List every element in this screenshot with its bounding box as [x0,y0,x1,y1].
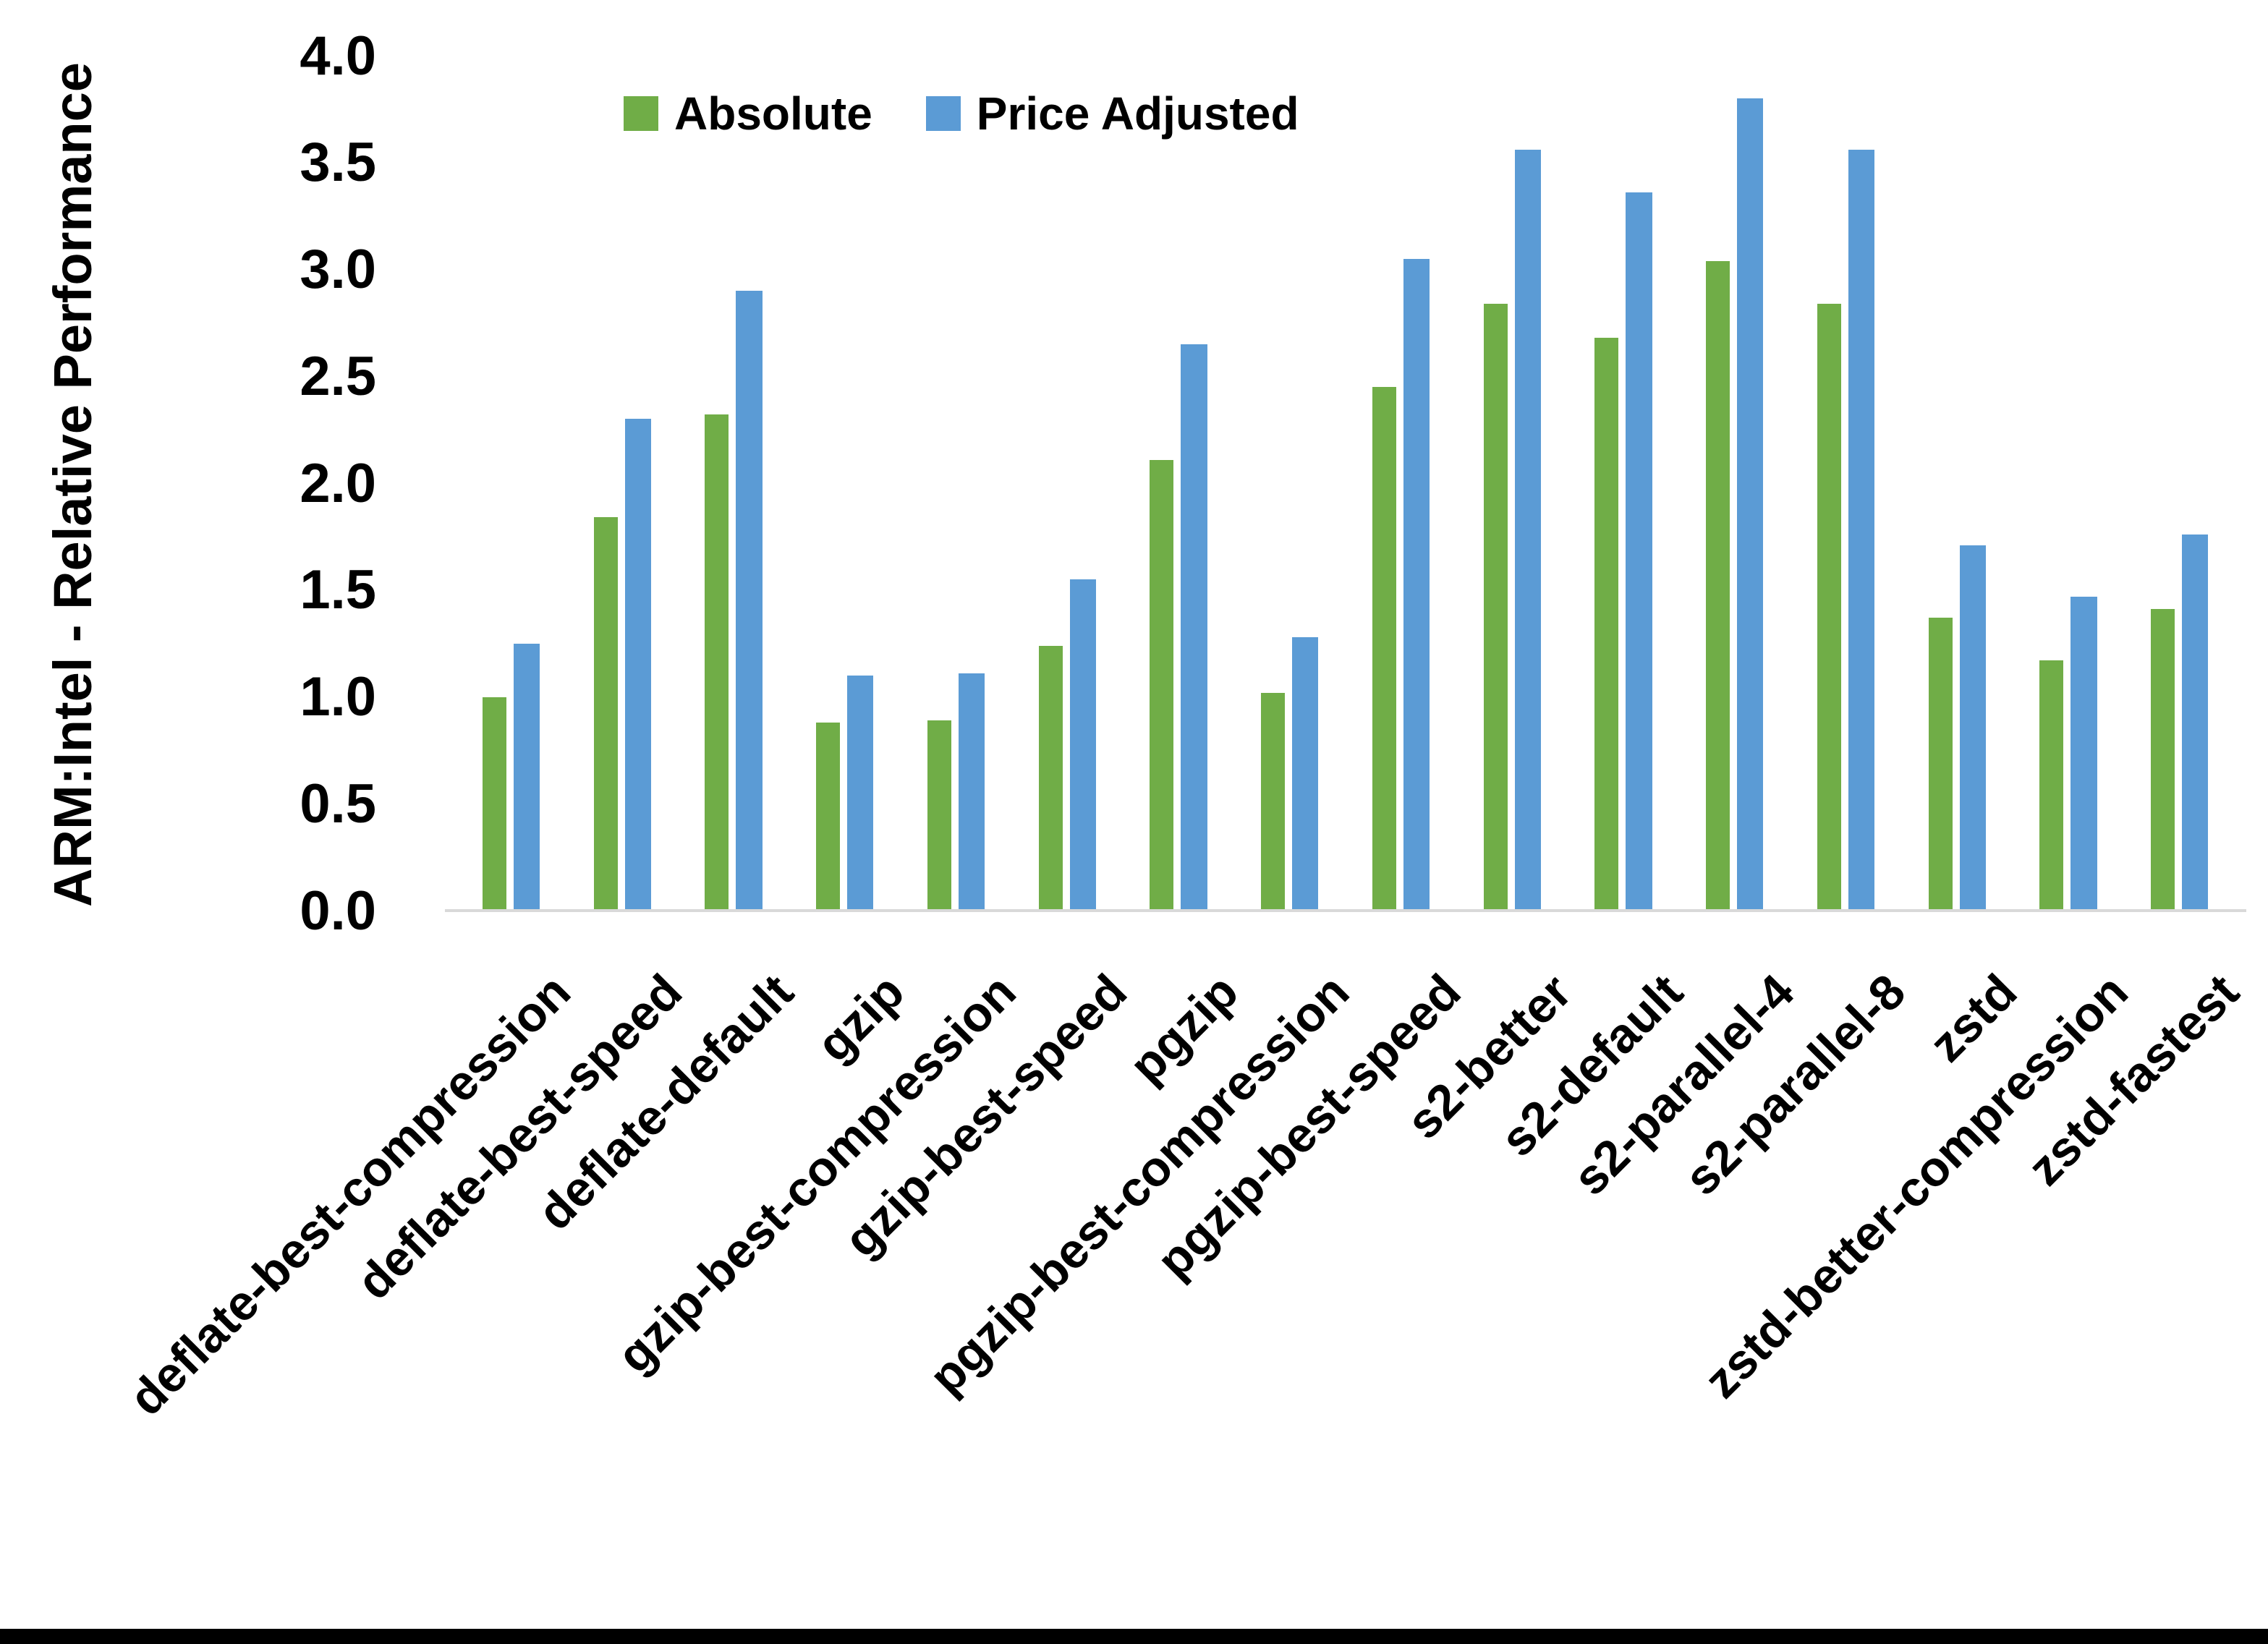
category-group-deflate-default [679,56,790,911]
category-group-zstd [1902,56,2013,911]
legend-item-absolute: Absolute [624,87,872,140]
category-group-s2-better [1457,56,1568,911]
bar-absolute-s2-parallel-4 [1706,260,1730,911]
bar-absolute-deflate-default [705,414,729,911]
bar-price-adjusted-zstd-fastest [2182,534,2209,911]
category-group-s2-parallel-4 [1679,56,1791,911]
category-group-pgzip-best-compression [1234,56,1346,911]
y-tick-label: 0.0 [300,880,376,942]
plot-area [456,56,2235,911]
bar-price-adjusted-deflate-best-speed [624,419,651,911]
bar-price-adjusted-pgzip [1181,344,1207,911]
legend: Absolute Price Adjusted [624,87,1299,140]
absolute-swatch-icon [624,96,658,131]
category-group-s2-default [1568,56,1680,911]
bar-price-adjusted-gzip-best-speed [1069,579,1096,911]
y-tick-label: 0.5 [300,772,376,835]
bar-absolute-zstd-better-compression [2039,660,2064,911]
category-group-deflate-best-compression [456,56,567,911]
category-group-pgzip-best-speed [1346,56,1457,911]
category-group-deflate-best-speed [567,56,679,911]
bar-price-adjusted-s2-parallel-8 [1848,150,1875,911]
price-adjusted-swatch-icon [925,96,961,131]
bar-absolute-deflate-best-compression [482,697,506,911]
bar-price-adjusted-gzip-best-compression [958,673,985,911]
bar-absolute-s2-parallel-8 [1817,303,1841,911]
y-axis-title: ARM:Intel - Relative Performance [43,62,103,907]
bar-absolute-deflate-best-speed [593,517,618,911]
y-tick-label: 2.0 [300,452,376,514]
y-tick-label: 1.0 [300,666,376,728]
bar-price-adjusted-pgzip-best-compression [1292,636,1319,911]
category-group-zstd-fastest [2124,56,2235,911]
y-tick-label: 3.5 [300,132,376,194]
bar-price-adjusted-gzip [847,675,874,911]
legend-item-price-adjusted: Price Adjusted [925,87,1299,140]
bar-price-adjusted-s2-better [1514,150,1541,911]
bar-price-adjusted-zstd-better-compression [2070,596,2097,911]
category-group-gzip-best-speed [1012,56,1124,911]
y-tick-label: 2.5 [300,345,376,407]
bar-price-adjusted-deflate-default [736,291,763,911]
bar-absolute-pgzip [1150,459,1174,911]
x-axis-line [445,909,2246,912]
bar-price-adjusted-zstd [1959,545,1986,911]
y-tick-label: 4.0 [300,25,376,87]
category-group-zstd-better-compression [2013,56,2125,911]
category-group-s2-parallel-8 [1791,56,1902,911]
bottom-border [0,1629,2268,1644]
bar-absolute-gzip-best-compression [927,720,951,911]
bar-price-adjusted-s2-parallel-4 [1737,98,1764,911]
bar-absolute-s2-better [1483,303,1508,911]
bar-absolute-gzip [816,722,841,911]
legend-label-absolute: Absolute [674,88,872,140]
category-group-gzip-best-compression [901,56,1012,911]
bar-absolute-gzip-best-speed [1038,645,1063,911]
bar-absolute-zstd [1928,618,1953,911]
bar-price-adjusted-pgzip-best-speed [1403,258,1430,911]
bar-price-adjusted-deflate-best-compression [513,643,540,911]
y-tick-label: 1.5 [300,559,376,621]
legend-label-price-adjusted: Price Adjusted [976,88,1299,140]
category-group-pgzip [1124,56,1235,911]
category-group-gzip [789,56,901,911]
bar-price-adjusted-s2-default [1626,192,1652,911]
bar-absolute-s2-default [1594,338,1619,911]
bar-absolute-zstd-fastest [2151,609,2175,911]
bar-absolute-pgzip-best-compression [1261,692,1286,911]
bar-absolute-pgzip-best-speed [1372,387,1396,911]
y-tick-label: 3.0 [300,239,376,300]
